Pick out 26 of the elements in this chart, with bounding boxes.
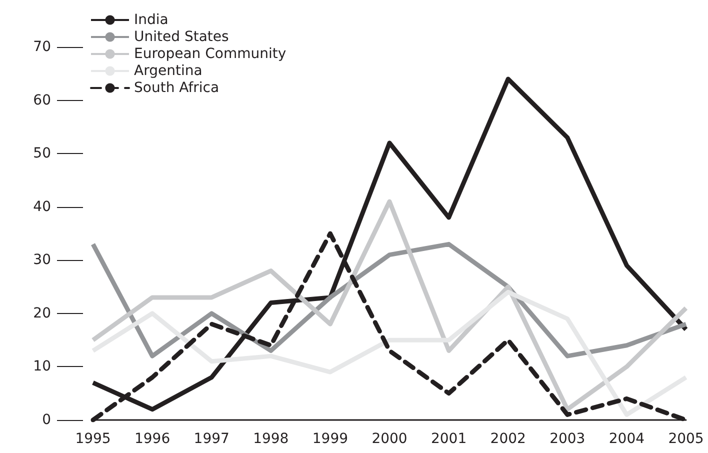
x-tick-label: 2002 — [490, 431, 526, 447]
x-tick-label: 2003 — [550, 431, 586, 447]
x-tick-label: 2000 — [372, 431, 408, 447]
legend-label: South Africa — [134, 80, 220, 96]
x-tick-label: 1999 — [312, 431, 348, 447]
line-series — [90, 290, 688, 417]
y-tick-label: 40 — [33, 198, 51, 215]
y-tick-label: 0 — [42, 412, 51, 428]
y-tick-label: 30 — [33, 252, 51, 268]
y-tick-label: 50 — [33, 146, 51, 162]
x-tick-label: 1996 — [134, 431, 170, 447]
legend-label: United States — [134, 29, 229, 45]
x-tick-label: 2004 — [608, 431, 645, 447]
line-series — [90, 199, 688, 412]
x-tick-label: 1998 — [253, 431, 289, 447]
y-tick-label: 10 — [33, 358, 51, 375]
y-tick-label: 20 — [33, 305, 51, 322]
legend-label: India — [134, 12, 168, 28]
x-tick-label: 1995 — [75, 431, 111, 447]
legend-label: European Community — [134, 46, 286, 62]
x-tick-label: 2001 — [430, 431, 467, 447]
legend-label: Argentina — [134, 63, 202, 79]
x-tick-label: 2005 — [668, 431, 704, 447]
x-tick-label: 1997 — [194, 431, 230, 447]
y-tick-label: 70 — [33, 39, 51, 55]
y-tick-label: 60 — [33, 92, 51, 108]
